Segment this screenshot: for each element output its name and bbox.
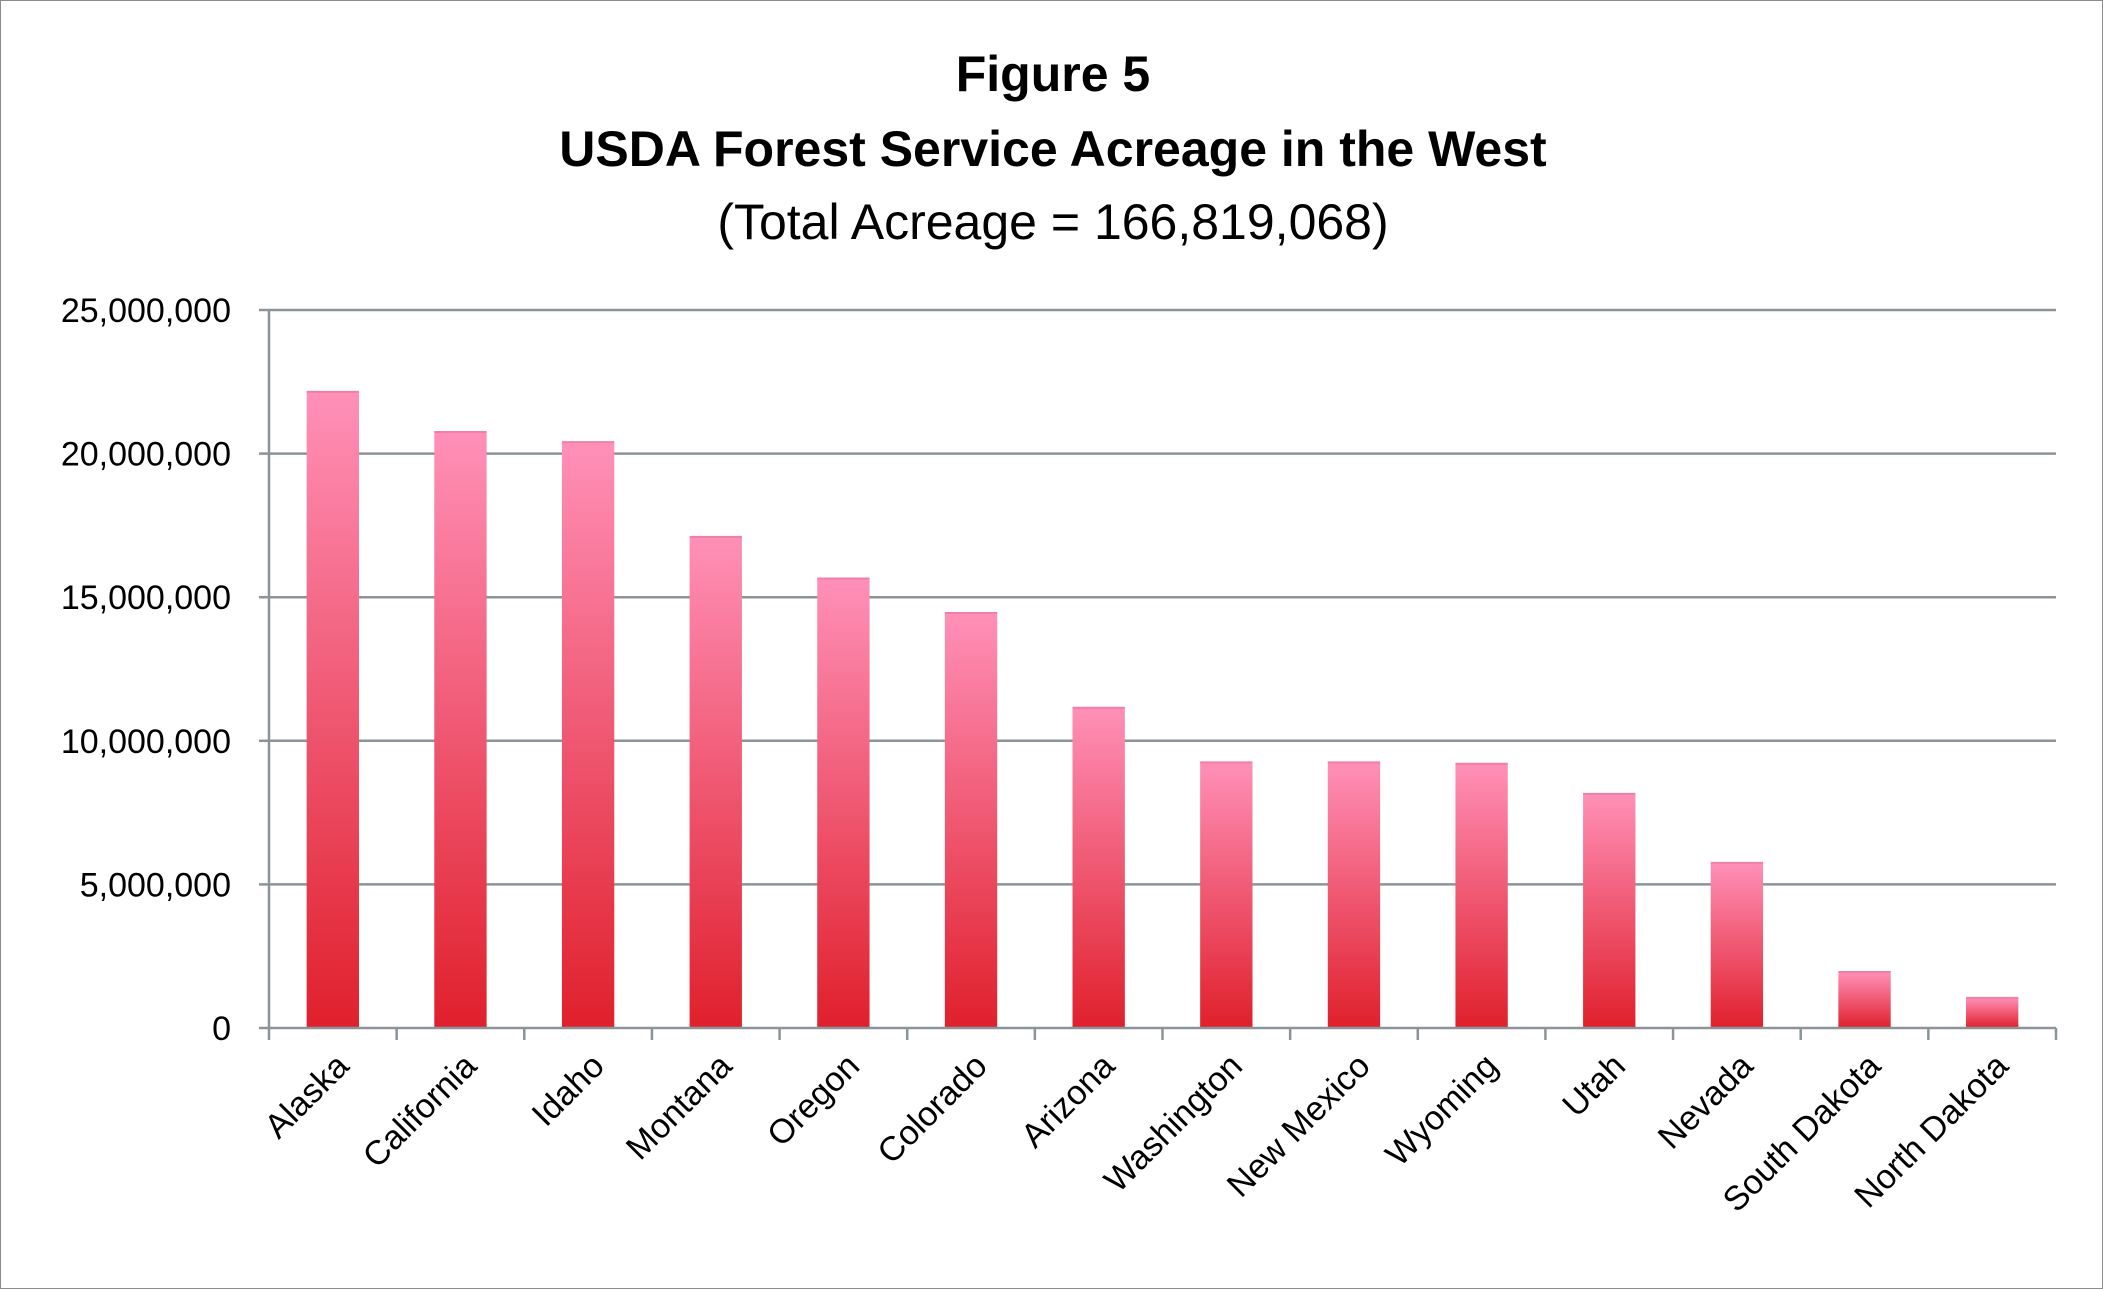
- y-tick-label: 10,000,000: [61, 723, 231, 761]
- bar: [306, 391, 359, 1028]
- y-tick-label: 25,000,000: [61, 292, 231, 330]
- x-tick-label: Nevada: [1651, 1047, 1761, 1157]
- y-tick-label: 20,000,000: [61, 436, 231, 474]
- x-tick-label: Oregon: [760, 1047, 867, 1154]
- bar: [689, 536, 742, 1028]
- x-tick-label: Wyoming: [1378, 1047, 1505, 1174]
- chart-subtitle: USDA Forest Service Acreage in the West: [559, 121, 1547, 177]
- y-tick-label: 15,000,000: [61, 579, 231, 617]
- bar: [944, 612, 998, 1028]
- x-tick-label: Alaska: [257, 1047, 356, 1146]
- x-axis-labels: Alaska California Idaho Montana Oregon Colora…: [257, 1047, 2015, 1220]
- bar: [1710, 862, 1764, 1028]
- bar: [1966, 997, 2019, 1028]
- y-axis-ticks: 0 5,000,000 10,000,000 15,000,000 20,000,000…: [61, 292, 269, 1048]
- x-tick-label: California: [356, 1047, 484, 1175]
- bar: [1455, 763, 1508, 1028]
- y-tick-label: 5,000,000: [80, 866, 231, 904]
- axes: [267, 310, 2058, 1040]
- y-tick-label: 0: [212, 1010, 231, 1048]
- bar: [1838, 971, 1891, 1028]
- chart-title: Figure 5: [956, 46, 1150, 102]
- x-tick-label: Arizona: [1014, 1047, 1122, 1155]
- chart-note: (Total Acreage = 166,819,068): [717, 194, 1388, 250]
- bar: [561, 442, 615, 1028]
- bars: [306, 390, 2019, 1028]
- x-tick-label: Utah: [1555, 1047, 1633, 1125]
- x-tick-label: Colorado: [870, 1047, 994, 1171]
- bar: [434, 432, 487, 1028]
- bar: [1200, 762, 1253, 1028]
- bar: [1583, 793, 1636, 1028]
- bar: [817, 578, 870, 1028]
- x-tick-label: Idaho: [525, 1047, 612, 1134]
- bar: [1327, 762, 1381, 1028]
- x-tick-label: Montana: [619, 1047, 739, 1167]
- bar: [1072, 707, 1125, 1028]
- gridlines: [269, 308, 2056, 886]
